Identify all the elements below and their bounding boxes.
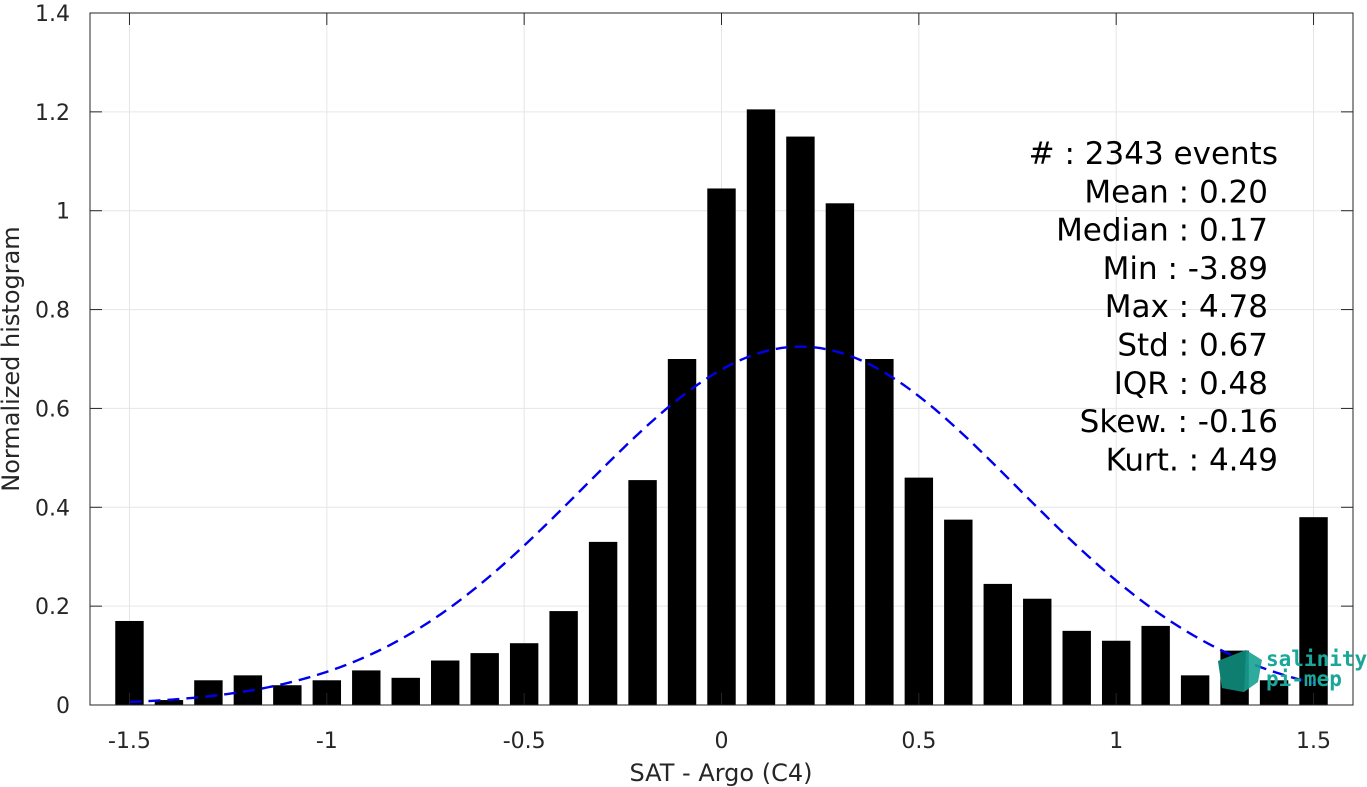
stat-line: # : 2343 events bbox=[1029, 136, 1278, 172]
salinity-pimep-logo: salinity pi-mep bbox=[1218, 647, 1367, 692]
x-axis-label: SAT - Argo (C4) bbox=[630, 759, 813, 787]
histogram-bar bbox=[273, 685, 302, 705]
histogram-bar bbox=[786, 136, 815, 706]
histogram-bar bbox=[1299, 517, 1328, 705]
histogram-bar bbox=[707, 188, 736, 705]
x-tick-label: 1.5 bbox=[1296, 729, 1331, 754]
y-axis-label: Normalized histogram bbox=[0, 226, 25, 491]
histogram-bar bbox=[194, 680, 223, 705]
histogram-bar bbox=[1023, 598, 1052, 705]
histogram-bar bbox=[628, 480, 657, 705]
stat-line: Std : 0.67 bbox=[1117, 328, 1268, 364]
logo-shape-shade bbox=[1218, 650, 1246, 692]
x-tick-label: -1.5 bbox=[108, 729, 151, 754]
histogram-bar bbox=[352, 670, 381, 705]
histogram-bar bbox=[1180, 675, 1210, 705]
y-tick-label: 0.6 bbox=[35, 397, 70, 422]
histogram-bar bbox=[825, 203, 855, 706]
stat-line: Skew. : -0.16 bbox=[1080, 404, 1278, 440]
x-tick-label: -1 bbox=[316, 729, 338, 754]
stat-line: Median : 0.17 bbox=[1056, 213, 1268, 249]
gaussian-fit-curve bbox=[129, 345, 1314, 704]
x-tick-label: 0 bbox=[715, 729, 729, 754]
x-tick-label: -0.5 bbox=[503, 729, 546, 754]
y-tick-label: 0.8 bbox=[35, 299, 70, 324]
x-tick-label: 1 bbox=[1109, 729, 1123, 754]
histogram-bar bbox=[904, 477, 934, 705]
y-tick-label: 0.4 bbox=[35, 496, 70, 521]
histogram-bar bbox=[1141, 625, 1170, 705]
histogram-bar bbox=[746, 109, 776, 705]
histogram-bar bbox=[588, 541, 618, 705]
histogram-bar bbox=[1259, 680, 1289, 705]
histogram-bar bbox=[391, 677, 420, 705]
x-axis-ticks: -1.5 -1 -0.5 0 0.5 1 1.5 bbox=[108, 13, 1331, 754]
stat-line: Min : -3.89 bbox=[1103, 251, 1268, 287]
histogram-bar bbox=[549, 611, 578, 705]
histogram-bar bbox=[470, 653, 499, 705]
stat-line: IQR : 0.48 bbox=[1114, 366, 1268, 402]
histogram-bar bbox=[865, 359, 894, 705]
y-tick-label: 0 bbox=[56, 694, 70, 719]
y-tick-label: 1.4 bbox=[35, 2, 70, 27]
histogram-bar bbox=[115, 620, 144, 705]
histogram-bar bbox=[154, 700, 184, 705]
histogram-bar bbox=[667, 359, 697, 705]
y-axis-ticks: 0 0.2 0.4 0.6 0.8 1 1.2 1.4 bbox=[35, 2, 1353, 719]
histogram-bar bbox=[431, 660, 460, 705]
histogram-bar bbox=[1062, 630, 1091, 705]
x-tick-label: 0.5 bbox=[901, 729, 936, 754]
y-tick-label: 0.2 bbox=[35, 595, 70, 620]
logo-text-line2: pi-mep bbox=[1266, 667, 1342, 691]
y-tick-label: 1 bbox=[56, 200, 70, 225]
y-tick-label: 1.2 bbox=[35, 101, 70, 126]
histogram-bar bbox=[944, 519, 973, 705]
stat-line: Mean : 0.20 bbox=[1084, 174, 1268, 210]
stat-line: Kurt. : 4.49 bbox=[1106, 442, 1278, 478]
stat-line: Max : 4.78 bbox=[1105, 289, 1268, 325]
logo-text-line1: salinity bbox=[1266, 647, 1367, 671]
histogram-bar bbox=[983, 583, 1012, 705]
